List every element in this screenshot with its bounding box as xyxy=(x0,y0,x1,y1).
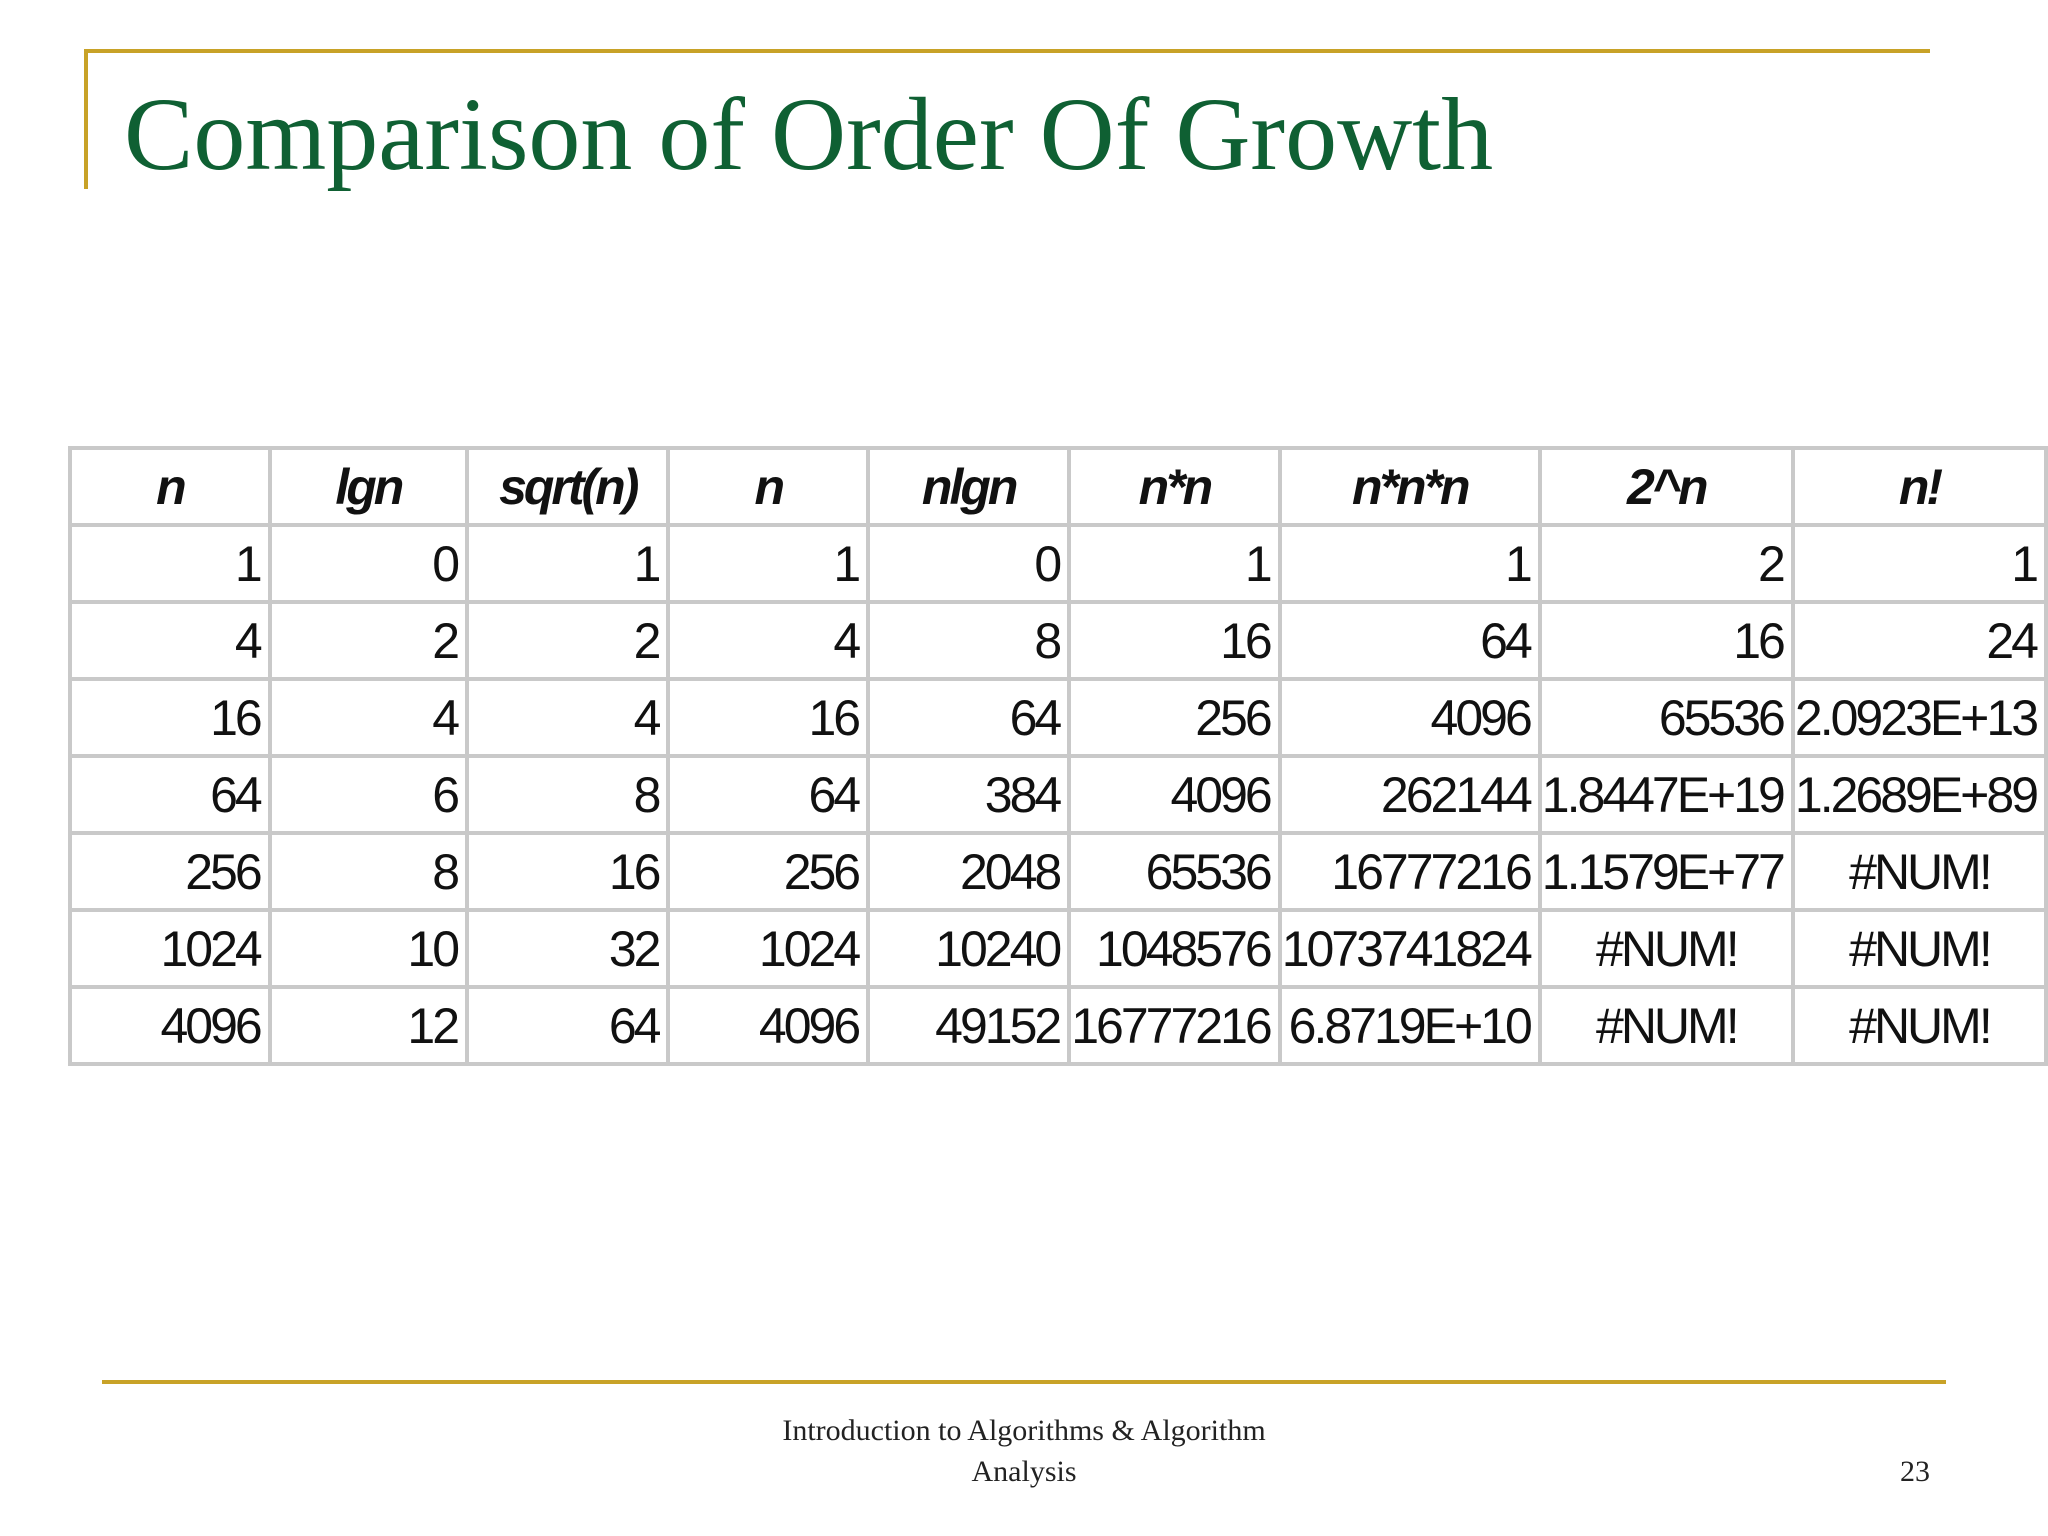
table-cell: 10 xyxy=(267,908,470,989)
table-cell: 1048576 xyxy=(1067,908,1282,989)
table-header-row: n lgn sqrt(n) n nlgn n*n n*n*n 2^n n! xyxy=(68,446,2048,527)
table-cell: 16 xyxy=(666,677,871,758)
table-row: 16 4 4 16 64 256 4096 65536 2.0923E+13 xyxy=(68,677,2048,758)
table-cell: #NUM! xyxy=(1790,908,2048,989)
column-header: nlgn xyxy=(866,446,1072,527)
table-cell: #NUM! xyxy=(1790,831,2048,912)
table-cell: 16 xyxy=(68,677,272,758)
table-cell: 64 xyxy=(866,677,1072,758)
table-cell: 6.8719E+10 xyxy=(1277,985,1542,1066)
table-cell: 2048 xyxy=(866,831,1072,912)
table-cell: 4096 xyxy=(1277,677,1542,758)
table-cell: 8 xyxy=(866,600,1072,681)
table-cell: 1073741824 xyxy=(1277,908,1542,989)
table-cell: 4096 xyxy=(1067,754,1282,835)
title-accent-line-left xyxy=(84,49,88,189)
table-cell: 1 xyxy=(1790,523,2048,604)
column-header: sqrt(n) xyxy=(465,446,671,527)
table-cell: #NUM! xyxy=(1537,908,1795,989)
table-cell: 2 xyxy=(267,600,470,681)
footer-text: Introduction to Algorithms & Algorithm A… xyxy=(724,1410,1324,1492)
table-cell: 16777216 xyxy=(1067,985,1282,1066)
table-cell: 1 xyxy=(666,523,871,604)
table-cell: 64 xyxy=(1277,600,1542,681)
table-cell: 4 xyxy=(666,600,871,681)
column-header: n*n xyxy=(1067,446,1282,527)
table-cell: 12 xyxy=(267,985,470,1066)
table-cell: 0 xyxy=(267,523,470,604)
column-header: n! xyxy=(1790,446,2048,527)
table-cell: 1024 xyxy=(68,908,272,989)
footer-line-2: Analysis xyxy=(971,1455,1077,1488)
table-row: 1024 10 32 1024 10240 1048576 1073741824 #NUM! #… xyxy=(68,908,2048,989)
table-cell: 16777216 xyxy=(1277,831,1542,912)
table-cell: 384 xyxy=(866,754,1072,835)
slide-number: 23 xyxy=(1900,1455,1930,1488)
table-cell: 64 xyxy=(465,985,671,1066)
slide-title: Comparison of Order Of Growth xyxy=(124,77,1494,192)
table-cell: 16 xyxy=(1067,600,1282,681)
table-cell: 1 xyxy=(465,523,671,604)
table-cell: 49152 xyxy=(866,985,1072,1066)
table-cell: 16 xyxy=(1537,600,1795,681)
table-cell: 2 xyxy=(465,600,671,681)
table-cell: 1.8447E+19 xyxy=(1537,754,1795,835)
table-cell: 24 xyxy=(1790,600,2048,681)
table-cell: 4096 xyxy=(68,985,272,1066)
table-row: 4096 12 64 4096 49152 16777216 6.8719E+10 #NUM!… xyxy=(68,985,2048,1066)
table-cell: 65536 xyxy=(1537,677,1795,758)
table-cell: 4 xyxy=(68,600,272,681)
table-cell: 10240 xyxy=(866,908,1072,989)
table-cell: 1.2689E+89 xyxy=(1790,754,2048,835)
table-cell: 6 xyxy=(267,754,470,835)
table-cell: 1.1579E+77 xyxy=(1537,831,1795,912)
table-row: 256 8 16 256 2048 65536 16777216 1.1579E+77 #NUM… xyxy=(68,831,2048,912)
table-cell: 256 xyxy=(1067,677,1282,758)
column-header: n*n*n xyxy=(1277,446,1542,527)
footer-line-1: Introduction to Algorithms & Algorithm xyxy=(782,1414,1266,1447)
table-cell: 256 xyxy=(666,831,871,912)
table-row: 64 6 8 64 384 4096 262144 1.8447E+19 1.2689E+89 xyxy=(68,754,2048,835)
table-cell: 1 xyxy=(68,523,272,604)
table-cell: #NUM! xyxy=(1537,985,1795,1066)
column-header: lgn xyxy=(267,446,470,527)
table-cell: 64 xyxy=(68,754,272,835)
table-cell: 4096 xyxy=(666,985,871,1066)
table-cell: 16 xyxy=(465,831,671,912)
table-cell: 64 xyxy=(666,754,871,835)
table-cell: 1024 xyxy=(666,908,871,989)
footer-accent-line xyxy=(102,1380,1946,1384)
table-cell: 0 xyxy=(866,523,1072,604)
column-header: 2^n xyxy=(1537,446,1795,527)
table-cell: 8 xyxy=(267,831,470,912)
table-cell: 32 xyxy=(465,908,671,989)
table-cell: 4 xyxy=(267,677,470,758)
table-cell: 4 xyxy=(465,677,671,758)
table-cell: 2.0923E+13 xyxy=(1790,677,2048,758)
table-body: 1 0 1 1 0 1 1 2 1 4 2 2 4 8 16 64 16 24 16 4 4 16 64 256 4096 655… xyxy=(68,523,2048,1066)
title-accent-line-top xyxy=(84,49,1930,53)
column-header: n xyxy=(68,446,272,527)
table-cell: 2 xyxy=(1537,523,1795,604)
column-header: n xyxy=(666,446,871,527)
table-cell: 8 xyxy=(465,754,671,835)
table-cell: 262144 xyxy=(1277,754,1542,835)
table-cell: 256 xyxy=(68,831,272,912)
table-row: 4 2 2 4 8 16 64 16 24 xyxy=(68,600,2048,681)
table-cell: #NUM! xyxy=(1790,985,2048,1066)
table-cell: 1 xyxy=(1277,523,1542,604)
table-cell: 65536 xyxy=(1067,831,1282,912)
table-cell: 1 xyxy=(1067,523,1282,604)
